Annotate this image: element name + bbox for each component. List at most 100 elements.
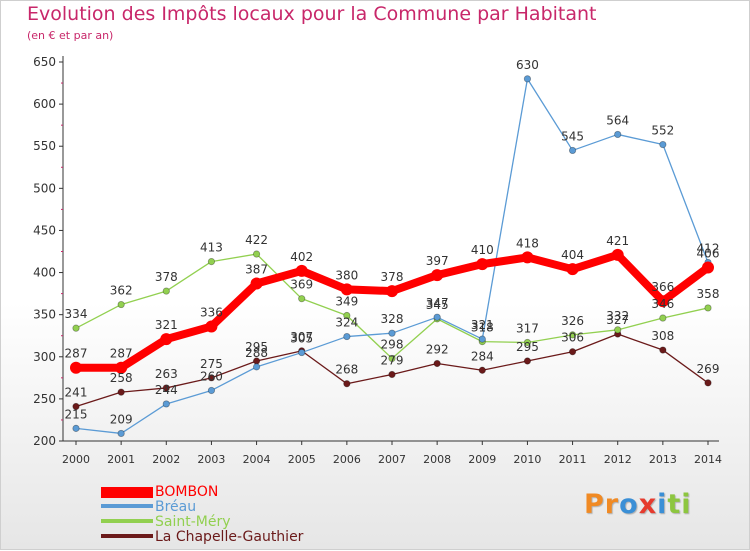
data-label: 326 (561, 314, 584, 328)
data-point-breau (298, 348, 306, 357)
data-point-saint-mery (704, 304, 712, 312)
data-point-saint-mery (568, 331, 577, 339)
data-label: 552 (651, 124, 674, 138)
y-tick-label: 200 (33, 434, 56, 448)
chart-title: Evolution des Impôts locaux pour la Comm… (27, 3, 597, 25)
data-point-saint-mery (207, 258, 216, 266)
data-point-la-chapelle-gauthier (478, 366, 486, 374)
data-point-saint-mery (162, 287, 170, 295)
x-tick-label: 2012 (604, 453, 632, 466)
proxiti-logo: Proxiti (584, 489, 692, 520)
data-point-saint-mery (659, 314, 667, 322)
data-point-bombon (205, 320, 218, 333)
logo-letter: t (667, 489, 682, 520)
data-point-breau (388, 329, 396, 337)
data-point-bombon (431, 269, 444, 282)
data-label: 349 (335, 295, 358, 309)
data-label: 244 (155, 383, 178, 397)
x-tick-label: 2007 (378, 453, 406, 466)
data-point-bombon (702, 261, 714, 274)
data-label: 332 (606, 309, 629, 323)
data-label: 378 (155, 270, 178, 284)
y-tick-label: 550 (33, 139, 56, 153)
data-label: 308 (651, 329, 674, 343)
data-point-saint-mery (523, 338, 532, 347)
data-label: 380 (335, 268, 358, 282)
legend-label: La Chapelle-Gauthier (155, 529, 304, 545)
axes: 200 250 300 350 400 450 500 550 600 650 2000 2001 20… (33, 55, 722, 466)
data-label: 268 (335, 363, 358, 377)
data-point-breau (614, 130, 622, 139)
data-label: 358 (697, 287, 720, 301)
data-label: 545 (561, 129, 584, 143)
data-point-bombon (476, 258, 489, 271)
data-point-breau (162, 400, 170, 408)
x-tick-label: 2010 (513, 453, 541, 466)
legend-swatch (101, 504, 153, 508)
data-label: 404 (561, 248, 584, 262)
legend-swatch (101, 519, 153, 523)
data-point-la-chapelle-gauthier (343, 380, 351, 388)
data-point-la-chapelle-gauthier (659, 346, 667, 354)
data-point-breau (343, 332, 351, 341)
data-point-breau (568, 146, 577, 155)
logo-letter: r (604, 489, 620, 520)
x-tick-label: 2004 (243, 453, 271, 466)
data-label: 305 (290, 332, 313, 346)
data-label: 422 (245, 233, 268, 247)
x-tick-label: 2005 (288, 453, 316, 466)
data-label: 345 (426, 298, 449, 312)
data-point-saint-mery (117, 300, 125, 309)
legend-swatch (101, 534, 153, 538)
data-label: 275 (200, 357, 223, 371)
data-point-bombon (115, 361, 128, 374)
data-point-saint-mery (343, 311, 351, 320)
data-label: 288 (245, 346, 268, 360)
data-point-bombon (295, 264, 308, 277)
data-label: 295 (516, 340, 539, 354)
data-labels: 287 287 321 336 387 402 380 378 397 410 418 404 421 3… (65, 58, 720, 427)
data-point-saint-mery (72, 324, 80, 332)
data-point-la-chapelle-gauthier (433, 359, 441, 368)
y-tick-label: 450 (33, 223, 56, 237)
y-tick-label: 350 (33, 308, 56, 322)
data-label: 295 (245, 340, 268, 354)
data-label: 564 (606, 113, 629, 127)
legend-swatch (101, 487, 153, 498)
data-point-bombon (160, 333, 173, 346)
data-point-la-chapelle-gauthier (117, 388, 125, 396)
data-label: 260 (200, 369, 223, 383)
data-point-breau (72, 424, 80, 432)
data-label: 378 (381, 270, 404, 284)
data-label: 324 (335, 316, 358, 330)
data-label: 287 (110, 347, 133, 361)
data-label: 306 (561, 331, 584, 345)
data-label: 387 (245, 263, 268, 277)
y-tick-label: 500 (33, 181, 56, 195)
data-label: 328 (381, 312, 404, 326)
data-label: 327 (606, 313, 629, 327)
data-label: 241 (65, 385, 88, 399)
data-point-breau (433, 313, 441, 321)
data-label: 630 (516, 58, 539, 72)
data-point-saint-mery (252, 250, 261, 258)
legend-label: Saint-Méry (155, 514, 231, 530)
y-tick-label: 650 (33, 55, 56, 69)
data-point-breau (252, 363, 261, 371)
legend-label: BOMBON (155, 484, 219, 500)
data-point-bombon (521, 251, 534, 264)
data-point-breau (659, 140, 667, 149)
x-tick-label: 2009 (468, 453, 496, 466)
logo-letter: i (657, 489, 668, 520)
data-point-saint-mery (388, 354, 396, 363)
data-point-bombon (340, 283, 353, 296)
x-tick-label: 2013 (649, 453, 677, 466)
data-label: 317 (516, 321, 539, 335)
logo-letter: P (584, 489, 605, 520)
data-point-la-chapelle-gauthier (568, 348, 577, 356)
data-label: 397 (426, 254, 449, 268)
data-label: 418 (516, 236, 539, 250)
data-label: 307 (290, 330, 313, 344)
data-label: 362 (110, 284, 133, 298)
data-point-bombon (566, 263, 579, 276)
